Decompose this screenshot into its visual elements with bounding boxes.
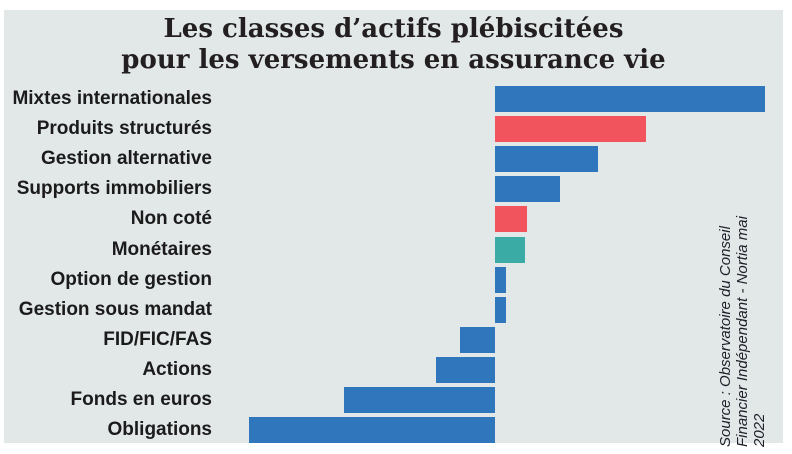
category-label: Monétaires bbox=[111, 238, 212, 260]
chart-row: Fonds en euros bbox=[0, 387, 792, 414]
category-label: FID/FIC/FAS bbox=[103, 328, 212, 350]
category-label: Non coté bbox=[130, 208, 212, 230]
chart-row: Supports immobiliers bbox=[0, 176, 792, 203]
category-label: Fonds en euros bbox=[70, 389, 212, 411]
source-line-1: Source : Observatoire du Conseil bbox=[717, 226, 734, 447]
chart-row: Produits structurés bbox=[0, 116, 792, 143]
chart-title-line-2: pour les versements en assurance vie bbox=[121, 45, 666, 75]
chart-bar bbox=[495, 146, 598, 173]
chart-row: Gestion alternative bbox=[0, 146, 792, 173]
chart-row: Mixtes internationales bbox=[0, 86, 792, 112]
source-attribution: Source : Observatoire du Conseil Financi… bbox=[717, 147, 768, 447]
source-line-3: 2022 bbox=[751, 413, 768, 447]
chart-row: FID/FIC/FAS bbox=[0, 326, 792, 353]
category-label: Option de gestion bbox=[50, 268, 213, 290]
category-label: Gestion alternative bbox=[40, 148, 212, 170]
chart-bar bbox=[249, 417, 495, 444]
category-label: Mixtes internationales bbox=[12, 88, 212, 109]
category-label: Supports immobiliers bbox=[16, 178, 212, 200]
category-label: Produits structurés bbox=[36, 118, 212, 140]
chart-row: Option de gestion bbox=[0, 266, 792, 293]
source-line-2: Financier Indépendant - Nortia mai bbox=[734, 216, 751, 447]
chart-row: Gestion sous mandat bbox=[0, 296, 792, 323]
chart-bar bbox=[495, 236, 525, 263]
chart-bar bbox=[495, 266, 506, 293]
chart-bar bbox=[495, 296, 506, 323]
chart-bar bbox=[343, 387, 495, 414]
category-label: Gestion sous mandat bbox=[18, 298, 212, 320]
chart-bar bbox=[495, 116, 647, 143]
chart-title: Les classes d’actifs plébiscitées pour l… bbox=[4, 14, 783, 76]
chart-row: Obligations bbox=[0, 417, 792, 444]
chart-panel bbox=[4, 10, 783, 443]
chart-title-line-1: Les classes d’actifs plébiscitées bbox=[163, 14, 624, 44]
chart-bar bbox=[435, 357, 495, 384]
chart-row: Actions bbox=[0, 357, 792, 384]
chart-bar bbox=[495, 176, 560, 203]
chart-row: Monétaires bbox=[0, 236, 792, 263]
chart-bar bbox=[495, 86, 765, 112]
chart-row: Non coté bbox=[0, 206, 792, 233]
category-label: Obligations bbox=[107, 419, 213, 441]
chart-bar bbox=[495, 206, 528, 233]
category-label: Actions bbox=[142, 359, 212, 381]
chart-bar bbox=[459, 326, 495, 353]
